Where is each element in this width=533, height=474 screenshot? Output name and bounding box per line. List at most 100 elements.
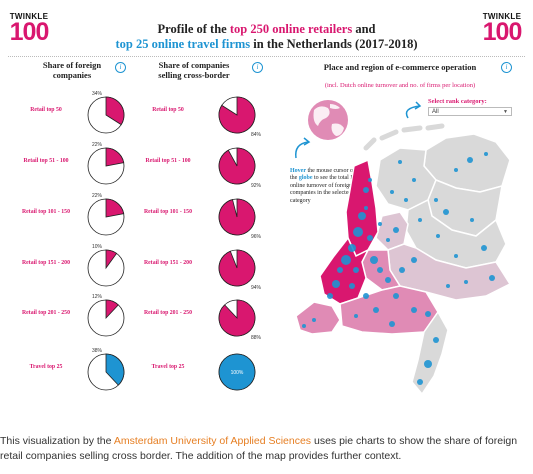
twinkle-logo-left: TWINKLE 100: [8, 12, 50, 45]
city-dot[interactable]: [412, 178, 416, 182]
city-dot[interactable]: [417, 379, 423, 385]
row-label: Retail top 101 - 150: [144, 209, 192, 215]
foreign-share-pie[interactable]: [87, 353, 125, 391]
cross-border-pct-label: 84%: [251, 132, 262, 138]
foreign-share-pie[interactable]: [87, 198, 125, 236]
city-dot[interactable]: [464, 280, 468, 284]
city-dot[interactable]: [341, 255, 351, 265]
city-dot[interactable]: [378, 222, 382, 226]
city-dot[interactable]: [327, 293, 333, 299]
cross-border-pie[interactable]: [218, 96, 256, 134]
twinkle-logo-right: TWINKLE 100: [481, 12, 523, 46]
hover-keyword: Hover: [290, 168, 306, 174]
foreign-share-pie[interactable]: [87, 96, 125, 134]
city-dot[interactable]: [389, 321, 395, 327]
city-dot[interactable]: [373, 307, 379, 313]
info-icon[interactable]: i: [252, 62, 263, 73]
wadden-islands: [363, 123, 445, 151]
city-dot[interactable]: [349, 283, 355, 289]
city-dot[interactable]: [363, 293, 369, 299]
row-label: Retail top 201 - 250: [144, 310, 192, 316]
city-dot[interactable]: [418, 218, 422, 222]
city-dot[interactable]: [302, 324, 306, 328]
city-dot[interactable]: [443, 209, 449, 215]
city-dot[interactable]: [337, 267, 343, 273]
city-dot[interactable]: [481, 245, 487, 251]
info-icon[interactable]: i: [115, 62, 126, 73]
city-dot[interactable]: [367, 235, 373, 241]
row-label: Retail top 101 - 150: [22, 209, 70, 215]
title-highlight-travel: top 25 online travel firms: [115, 37, 251, 51]
city-dot[interactable]: [433, 337, 439, 343]
row-label: Retail top 50: [30, 107, 62, 113]
city-dot[interactable]: [358, 212, 366, 220]
city-dot[interactable]: [411, 257, 417, 263]
foreign-share-pie[interactable]: [87, 299, 125, 337]
city-dot[interactable]: [363, 187, 369, 193]
city-dot[interactable]: [454, 168, 458, 172]
logo-number: 100: [482, 18, 523, 46]
city-dot[interactable]: [404, 198, 408, 202]
city-dot[interactable]: [364, 206, 368, 210]
hover-globe-keyword: globe: [298, 175, 313, 182]
hover-hint: Hover the mouse cursor over the globe to…: [290, 168, 368, 205]
city-dot[interactable]: [386, 238, 390, 242]
cross-border-pct-label: 92%: [251, 183, 262, 189]
foreign-share-pie[interactable]: [87, 249, 125, 287]
cross-border-pie[interactable]: [218, 299, 256, 337]
foreign-share-pie[interactable]: [87, 147, 125, 185]
pie-slice: [105, 353, 125, 386]
city-dot[interactable]: [390, 190, 394, 194]
row-label: Travel top 25: [29, 364, 63, 370]
header-divider: [8, 56, 525, 57]
logo-wordmark: TWINKLE: [9, 12, 49, 21]
city-dot[interactable]: [368, 178, 372, 182]
city-dot[interactable]: [424, 360, 432, 368]
pie-charts: 100%: [87, 96, 256, 391]
cross-border-pie[interactable]: [218, 353, 256, 391]
cross-border-pie[interactable]: [218, 147, 256, 185]
city-dot[interactable]: [377, 267, 383, 273]
cross-border-pie[interactable]: [218, 198, 256, 236]
city-dot[interactable]: [353, 227, 363, 237]
city-dot[interactable]: [312, 318, 316, 322]
city-dot[interactable]: [393, 227, 399, 233]
city-dot[interactable]: [454, 254, 458, 258]
city-dot[interactable]: [489, 275, 495, 281]
city-dot[interactable]: [353, 267, 359, 273]
city-dot[interactable]: [399, 267, 405, 273]
pie-slice: [218, 249, 256, 287]
city-dot[interactable]: [467, 157, 473, 163]
city-dot[interactable]: [411, 307, 417, 313]
row-label: Retail top 51 - 100: [23, 158, 69, 164]
info-icon[interactable]: i: [501, 62, 512, 73]
city-dot[interactable]: [470, 218, 474, 222]
globe-graphic[interactable]: [290, 96, 430, 176]
city-dot[interactable]: [332, 280, 340, 288]
city-dot[interactable]: [484, 152, 488, 156]
province-north-holland: [345, 158, 379, 258]
source-link[interactable]: Amsterdam University of Applied Sciences: [113, 435, 312, 447]
city-dot[interactable]: [354, 314, 358, 318]
arrow-to-select: [405, 105, 421, 119]
cross-border-pct-label: 100%: [231, 370, 244, 376]
cross-border-pie[interactable]: [218, 249, 256, 287]
title-text: in the Netherlands (2017-2018): [250, 37, 418, 51]
city-dot[interactable]: [370, 256, 378, 264]
rank-category-select[interactable]: All ▼: [428, 107, 512, 116]
city-dot[interactable]: [398, 160, 402, 164]
arrow-tip: [303, 137, 311, 146]
city-dot[interactable]: [434, 198, 438, 202]
city-dot[interactable]: [385, 277, 391, 283]
city-dot[interactable]: [393, 293, 399, 299]
cross-border-pct-label: 88%: [251, 335, 262, 341]
row-label: Retail top 151 - 200: [22, 260, 70, 266]
city-dot[interactable]: [425, 311, 431, 317]
globe-icon[interactable]: [308, 100, 348, 140]
city-dot[interactable]: [348, 244, 356, 252]
city-dot[interactable]: [446, 284, 450, 288]
city-dot[interactable]: [436, 234, 440, 238]
netherlands-map[interactable]: [296, 120, 528, 402]
foreign-pct-label: 22%: [92, 142, 103, 148]
city-dots[interactable]: [302, 152, 495, 385]
